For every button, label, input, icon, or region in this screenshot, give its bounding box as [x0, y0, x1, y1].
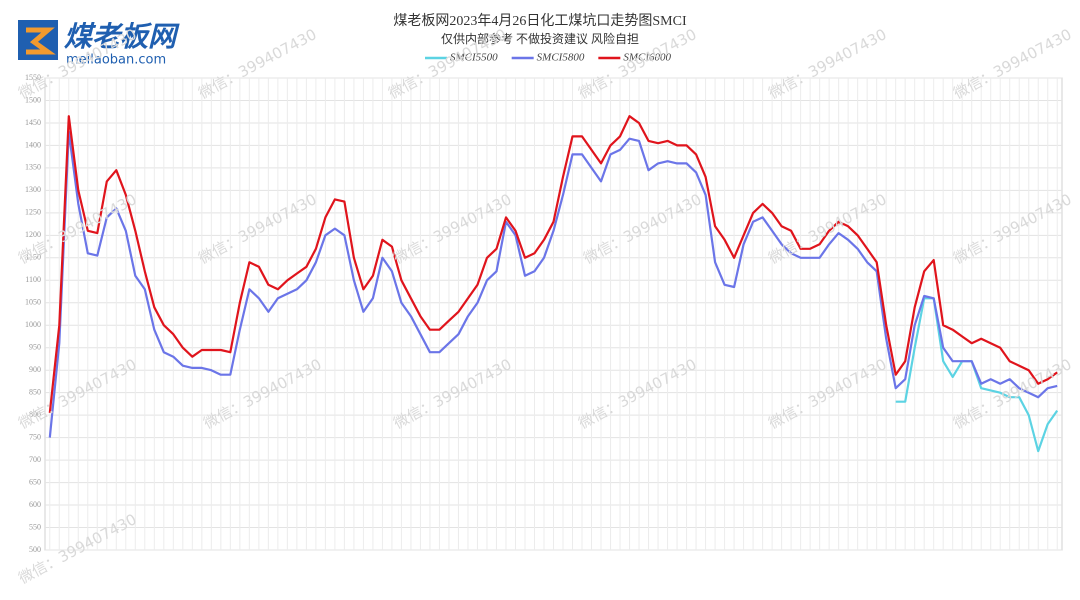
grid: 500 550 600 650 700 750 800 850 900 950 1000 1050 11…: [25, 73, 1063, 554]
y-tick-label: 600: [29, 500, 41, 509]
series-line: [48, 130, 1058, 438]
brand-site: meilaoban.com: [66, 53, 166, 68]
y-tick-label: 1250: [25, 208, 41, 217]
y-tick-label: 1100: [25, 275, 41, 284]
chart-title: 煤老板网2023年4月26日化工煤坑口走势图SMCI: [393, 13, 687, 29]
y-tick-label: 1400: [25, 140, 41, 149]
y-tick-label: 1450: [25, 118, 41, 127]
y-tick-label: 950: [29, 343, 41, 352]
y-tick-label: 550: [29, 522, 41, 531]
brand-name: 煤老板网: [64, 20, 180, 53]
y-tick-label: 1050: [25, 298, 41, 307]
plot: [48, 115, 1059, 453]
y-tick-label: 1200: [25, 230, 41, 239]
y-tick-label: 750: [29, 432, 41, 441]
legend-label: SMCI5500: [450, 52, 498, 64]
y-tick-label: 650: [29, 477, 41, 486]
y-tick-label: 900: [29, 365, 41, 374]
legend: SMCI5500 SMCI5800 SMCI6000: [425, 52, 672, 64]
y-tick-label: 1500: [25, 95, 41, 104]
y-tick-label: 850: [29, 387, 41, 396]
y-tick-label: 500: [29, 545, 41, 554]
y-tick-label: 1300: [25, 185, 41, 194]
legend-label: SMCI5800: [537, 52, 585, 64]
logo-mark: [26, 27, 56, 55]
series-line: [48, 115, 1058, 414]
chart-subtitle: 仅供内部参考 不做投资建议 风险自担: [441, 31, 639, 46]
legend-label: SMCI6000: [623, 52, 671, 64]
y-tick-label: 700: [29, 455, 41, 464]
y-tick-label: 1150: [25, 253, 41, 262]
y-tick-label: 1350: [25, 163, 41, 172]
y-tick-label: 1550: [25, 73, 41, 82]
y-tick-label: 800: [29, 410, 41, 419]
y-tick-label: 1000: [25, 320, 41, 329]
